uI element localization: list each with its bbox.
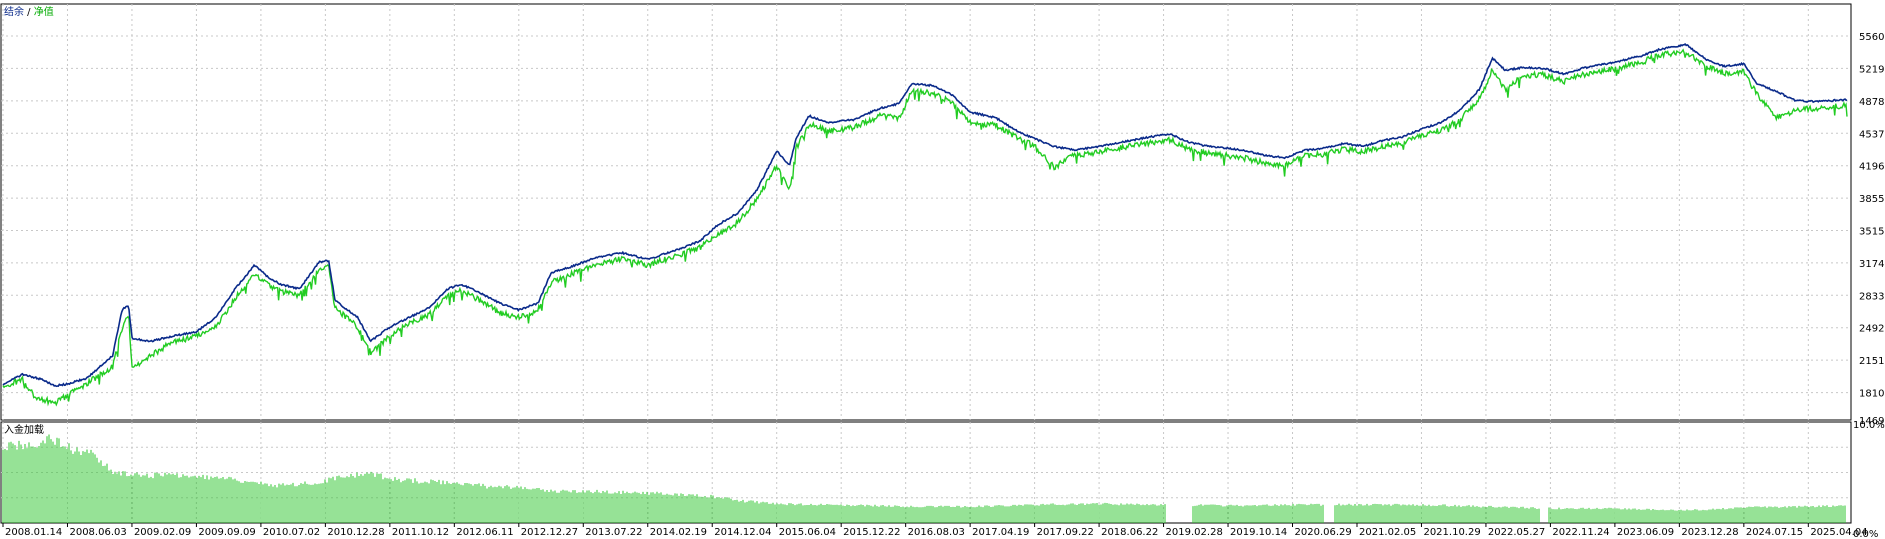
main-y-tick: 5560: [1859, 32, 1884, 43]
x-tick-label: 2009.09.09: [198, 527, 255, 538]
x-tick-label: 2025.04.04: [1810, 527, 1867, 538]
x-tick-label: 2010.12.28: [327, 527, 384, 538]
main-y-tick: 2151: [1859, 356, 1884, 367]
sub-y-tick-top: 10.0%: [1853, 420, 1885, 431]
x-tick-label: 2022.11.24: [1552, 527, 1609, 538]
load-subchart-bars: [2, 434, 1846, 523]
legend: 结余 / 净值: [4, 5, 54, 18]
x-tick-label: 2015.06.04: [779, 527, 836, 538]
x-tick-label: 2021.02.05: [1359, 527, 1416, 538]
x-tick-label: 2022.05.27: [1488, 527, 1545, 538]
sub-y-tick-bottom: 0.0%: [1853, 529, 1878, 539]
x-tick-label: 2017.04.19: [972, 527, 1029, 538]
main-y-tick: 4537: [1859, 129, 1884, 140]
main-y-tick: 5219: [1859, 64, 1884, 75]
x-tick-label: 2023.06.09: [1617, 527, 1674, 538]
main-chart-panel: [0, 3, 1852, 421]
main-y-tick: 3855: [1859, 194, 1884, 205]
main-y-tick: 1810: [1859, 389, 1884, 400]
x-tick-label: 2010.07.02: [263, 527, 320, 538]
main-y-tick: 2833: [1859, 291, 1884, 302]
x-tick-label: 2014.02.19: [650, 527, 707, 538]
x-tick-label: 2024.07.15: [1746, 527, 1803, 538]
x-tick-label: 2021.10.29: [1423, 527, 1480, 538]
load-subchart-y-axis: 10.0% 0.0%: [1853, 420, 1885, 539]
main-y-axis: 5560 5219 4878 4537 4196 3855 3515 3174 2833 2492…: [1859, 32, 1884, 427]
main-plot-border: [0, 3, 1852, 421]
balance-line: [2, 43, 1848, 388]
x-tick-label: 2020.06.29: [1295, 527, 1352, 538]
load-subchart-grid: [1, 422, 1851, 523]
main-y-tick: 3515: [1859, 226, 1884, 237]
x-tick-label: 2012.12.27: [521, 527, 578, 538]
x-tick-label: 2015.12.22: [843, 527, 900, 538]
x-tick-label: 2008.01.14: [5, 527, 62, 538]
legend-separator: /: [24, 7, 34, 18]
x-tick-label: 2018.06.22: [1101, 527, 1158, 538]
main-y-tick: 4878: [1859, 97, 1884, 108]
x-tick-label: 2017.09.22: [1037, 527, 1094, 538]
main-chart-grid: [1, 4, 1851, 420]
x-tick-label: 2009.02.09: [134, 527, 191, 538]
x-tick-label: 2023.12.28: [1681, 527, 1738, 538]
x-tick-label: 2014.12.04: [714, 527, 771, 538]
x-tick-label: 2019.02.28: [1166, 527, 1223, 538]
x-tick-label: 2011.10.12: [392, 527, 449, 538]
x-axis: 2008.01.14 2008.06.03 2009.02.09 2009.09.09…: [2, 523, 1868, 538]
main-y-tick: 3174: [1859, 259, 1884, 270]
legend-balance: 结余: [4, 5, 24, 18]
main-y-tick: 4196: [1859, 162, 1884, 173]
x-tick-label: 2013.07.22: [585, 527, 642, 538]
main-y-tick: 2492: [1859, 324, 1884, 335]
equity-line: [2, 48, 1848, 407]
main-y-tick: 1469: [1859, 416, 1884, 427]
x-tick-label: 2019.10.14: [1230, 527, 1287, 538]
x-tick-label: 2008.06.03: [69, 527, 126, 538]
main-chart-series: [2, 43, 1848, 407]
x-tick-label: 2012.06.11: [456, 527, 513, 538]
x-tick-label: 2016.08.03: [908, 527, 965, 538]
legend-equity: 净值: [34, 5, 54, 18]
subchart-title: 入金加载: [4, 423, 44, 436]
